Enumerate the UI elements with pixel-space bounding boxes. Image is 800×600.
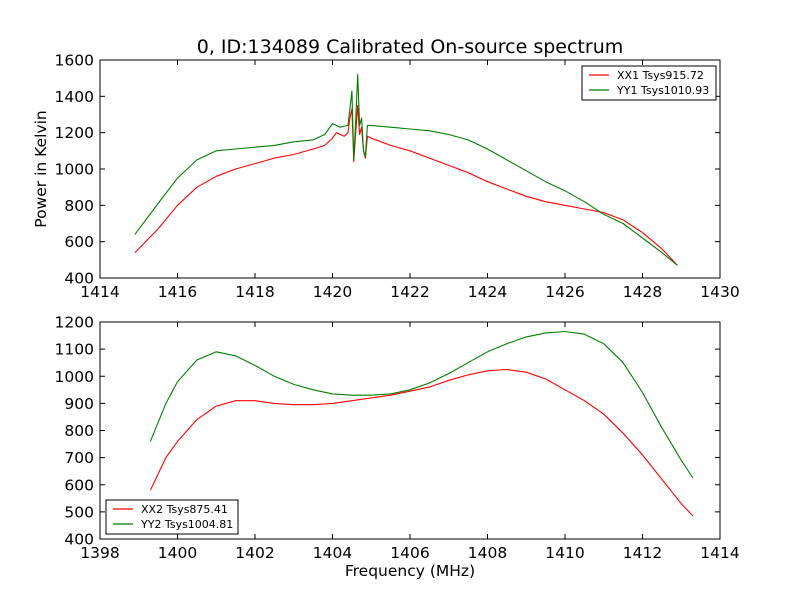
legend-box (105, 499, 239, 535)
x-tick-label: 1404 (313, 544, 352, 562)
legend: XX1 Tsys915.72 YY1 Tsys1010.93 (581, 65, 717, 101)
legend: XX2 Tsys875.41 YY2 Tsys1004.81 (105, 499, 239, 535)
x-tick-label: 1400 (158, 544, 197, 562)
series-line-2-2 (149, 330, 694, 479)
x-tick-label: 1406 (390, 544, 429, 562)
y-tick-label: 800 (64, 422, 94, 440)
x-tick-label: 1420 (313, 283, 352, 301)
y-tick-label: 1200 (55, 314, 94, 332)
legend-label: YY1 Tsys1010.93 (616, 84, 709, 97)
x-tick-label: 1424 (468, 283, 507, 301)
legend-label: XX2 Tsys875.41 (141, 503, 228, 516)
y-tick-label: 1000 (55, 368, 94, 386)
series-line-1-1 (134, 104, 678, 266)
x-tick-label: 1414 (700, 544, 739, 562)
y-tick-label: 400 (64, 270, 94, 288)
x-axis-label: Frequency (MHz) (345, 562, 475, 580)
y-tick-label: 600 (64, 476, 94, 494)
x-tick-label: 1416 (158, 283, 197, 301)
y-tick-label: 600 (64, 233, 94, 251)
y-tick-label: 1000 (55, 161, 94, 179)
top-plot: 1414 1416 1418 1420 1422 1424 1426 1428 1430 400 6… (32, 52, 740, 302)
series-line-1-2 (134, 73, 678, 266)
x-tick-label: 1398 (80, 544, 119, 562)
bottom-plot: 1398 1400 1402 1404 1406 1408 1410 1412 1414 400 5… (55, 314, 740, 581)
x-tick-label: 1422 (390, 283, 429, 301)
x-tick-label: 1414 (80, 283, 119, 301)
x-tick-label: 1430 (700, 283, 739, 301)
y-tick-label: 1600 (55, 52, 94, 70)
y-tick-label: 900 (64, 395, 94, 413)
y-axis-label: Power in Kelvin (32, 110, 50, 227)
y-tick-label: 700 (64, 449, 94, 467)
x-tick-label: 1412 (623, 544, 662, 562)
x-tick-label: 1408 (468, 544, 507, 562)
x-tick-label: 1426 (545, 283, 584, 301)
y-tick-label: 1100 (55, 341, 94, 359)
y-tick-label: 800 (64, 197, 94, 215)
x-tick-label: 1402 (235, 544, 274, 562)
chart-title: 0, ID:134089 Calibrated On-source spectr… (197, 36, 624, 58)
y-tick-label: 1200 (55, 124, 94, 142)
legend-label: XX1 Tsys915.72 (617, 69, 704, 82)
legend-label: YY2 Tsys1004.81 (140, 518, 233, 531)
legend-box (581, 65, 717, 101)
y-tick-label: 1400 (55, 88, 94, 106)
x-tick-label: 1428 (623, 283, 662, 301)
series-line-2-1 (149, 368, 694, 517)
y-tick-label: 500 (64, 503, 94, 521)
x-tick-label: 1418 (235, 283, 274, 301)
y-tick-label: 400 (64, 531, 94, 549)
x-tick-label: 1410 (545, 544, 584, 562)
